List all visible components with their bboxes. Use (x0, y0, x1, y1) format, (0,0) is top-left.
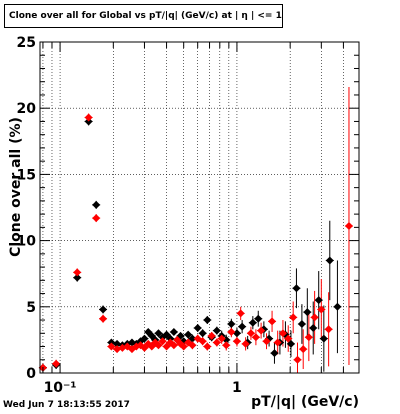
y-tick-label: 20 (17, 101, 37, 117)
data-points (38, 113, 353, 372)
red-diamond-marker (52, 359, 61, 368)
red-diamond-marker (278, 329, 287, 338)
black-diamond-marker (99, 305, 108, 314)
black-diamond-marker (212, 326, 221, 335)
red-diamond-marker (246, 329, 255, 338)
black-diamond-marker (193, 323, 202, 332)
red-diamond-marker (198, 337, 207, 346)
y-axis-label: Clone over all (%) (8, 117, 24, 257)
red-diamond-marker (169, 341, 178, 350)
red-diamond-marker (310, 313, 319, 322)
red-diamond-marker (212, 338, 221, 347)
chart-title: Clone over all for Global vs pT/|q| (GeV… (4, 4, 283, 28)
black-diamond-marker (303, 308, 312, 317)
red-diamond-marker (107, 342, 116, 351)
red-diamond-marker (73, 268, 82, 277)
timestamp: Wed Jun 7 18:13:55 2017 (3, 400, 130, 410)
y-tick-label: 15 (17, 167, 36, 183)
black-diamond-marker (270, 349, 279, 358)
red-diamond-marker (84, 113, 93, 122)
red-diamond-marker (158, 337, 167, 346)
red-diamond-marker (217, 334, 226, 343)
black-diamond-marker (319, 334, 328, 343)
grid-lines (40, 42, 359, 373)
black-diamond-marker (333, 302, 342, 311)
red-diamond-marker (154, 341, 163, 350)
plot-frame (39, 41, 360, 374)
red-diamond-marker (262, 337, 271, 346)
black-diamond-marker (227, 320, 236, 329)
black-diamond-marker (232, 329, 241, 338)
red-diamond-marker (251, 333, 260, 342)
black-diamond-marker (309, 323, 318, 332)
black-diamond-marker (238, 322, 247, 331)
red-diamond-marker (179, 342, 188, 351)
black-diamond-marker (140, 334, 149, 343)
y-tick-label: 5 (26, 300, 36, 316)
red-diamond-marker (207, 331, 216, 340)
black-diamond-marker (292, 284, 301, 293)
red-diamond-marker (304, 333, 313, 342)
x-axis-label: pT/|q| (GeV/c) (251, 394, 359, 410)
red-diamond-marker (222, 341, 231, 350)
black-diamond-marker (297, 320, 306, 329)
red-diamond-marker (257, 326, 266, 335)
red-diamond-marker (236, 309, 245, 318)
red-diamond-marker (317, 305, 326, 314)
x-tick-label: 1 (232, 380, 242, 396)
red-diamond-marker (289, 313, 298, 322)
red-diamond-marker (324, 325, 333, 334)
red-diamond-marker (268, 317, 277, 326)
red-diamond-marker (99, 314, 108, 323)
red-diamond-marker (344, 222, 353, 231)
black-diamond-marker (198, 329, 207, 338)
red-diamond-marker (188, 341, 197, 350)
red-diamond-marker (299, 345, 308, 354)
red-diamond-marker (227, 327, 236, 336)
x-tick-label: 10⁻¹ (44, 380, 77, 396)
black-diamond-marker (286, 339, 295, 348)
red-diamond-marker (232, 337, 241, 346)
black-diamond-marker (92, 200, 101, 209)
black-diamond-marker (254, 314, 263, 323)
red-diamond-marker (203, 342, 212, 351)
black-diamond-marker (188, 334, 197, 343)
black-diamond-marker (314, 296, 323, 305)
red-diamond-marker (92, 214, 101, 223)
red-diamond-marker (293, 355, 302, 364)
black-diamond-marker (325, 256, 334, 265)
black-diamond-marker (73, 273, 82, 282)
y-tick-label: 0 (26, 366, 36, 382)
black-diamond-marker (169, 327, 178, 336)
y-tick-label: 25 (17, 35, 36, 51)
red-diamond-marker (241, 339, 250, 348)
y-tick-label: 10 (17, 234, 37, 250)
black-diamond-marker (184, 330, 193, 339)
red-diamond-marker (273, 338, 282, 347)
black-diamond-marker (154, 329, 163, 338)
red-diamond-marker (284, 334, 293, 343)
black-diamond-marker (248, 318, 257, 327)
black-diamond-marker (203, 316, 212, 325)
